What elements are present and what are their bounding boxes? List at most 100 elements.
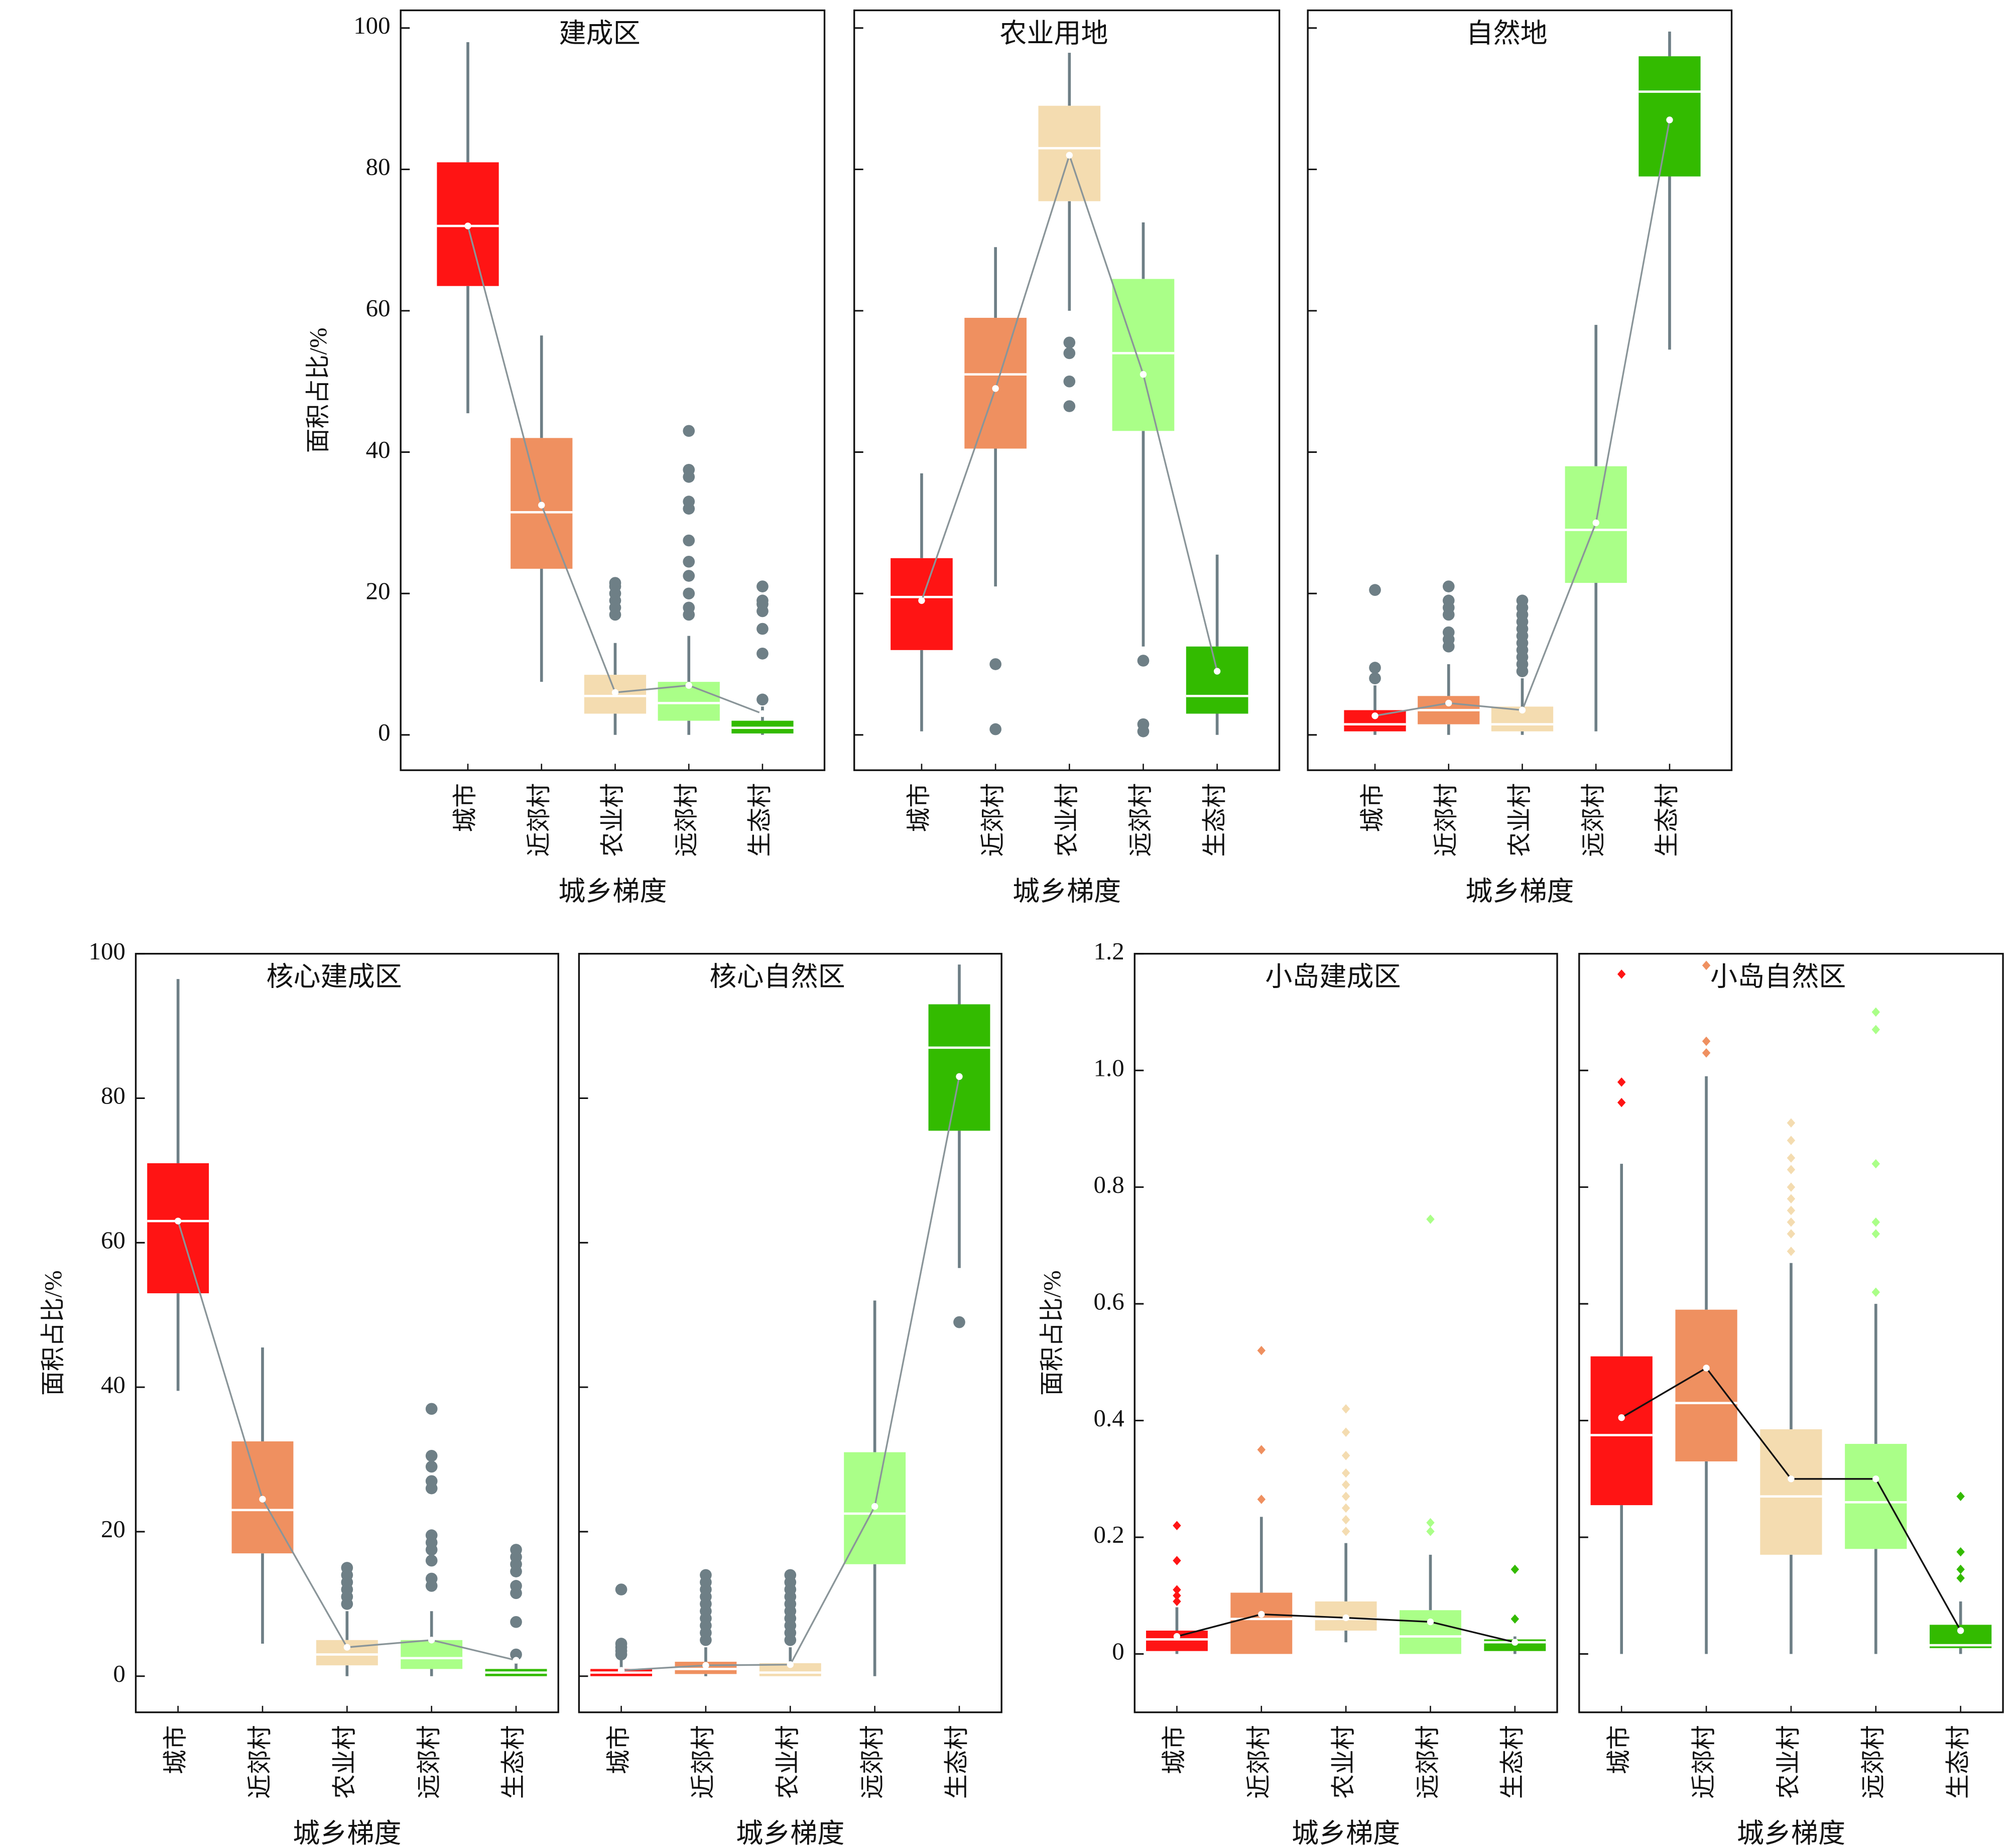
x-tick-label: 远郊村 — [858, 1725, 886, 1799]
panel-title: 小岛自然区 — [1710, 962, 1846, 992]
outlier — [425, 1460, 438, 1473]
outlier — [683, 534, 695, 547]
mean-point — [1445, 699, 1452, 707]
panel-title: 建成区 — [559, 18, 641, 48]
mean-point — [428, 1637, 435, 1644]
box — [1400, 1610, 1461, 1654]
mean-point — [759, 710, 766, 717]
axes-frame — [578, 953, 1002, 1713]
outlier — [1787, 1247, 1796, 1256]
outlier — [615, 1638, 627, 1650]
outlier — [1341, 1468, 1350, 1478]
x-tick-label: 近郊村 — [1432, 783, 1460, 857]
y-tick-label: 0.6 — [1094, 1287, 1124, 1315]
outlier — [683, 601, 695, 614]
mean-point — [871, 1503, 878, 1510]
mean-point — [1788, 1475, 1795, 1483]
outlier — [1787, 1205, 1796, 1215]
y-tick-label: 20 — [366, 577, 391, 604]
mean-point — [1511, 1639, 1519, 1646]
outlier — [1341, 1503, 1350, 1513]
outlier — [683, 425, 695, 437]
x-tick-label: 远郊村 — [1127, 783, 1155, 857]
mean-point — [1427, 1618, 1434, 1626]
x-tick-label: 近郊村 — [979, 783, 1006, 857]
x-tick-label: 远郊村 — [1579, 783, 1607, 857]
panel-title: 小岛建成区 — [1265, 962, 1401, 992]
panel-title: 核心自然区 — [709, 962, 845, 992]
outlier — [1369, 662, 1381, 674]
panel-title: 核心建成区 — [266, 962, 402, 992]
box — [1845, 1444, 1907, 1549]
outlier — [683, 570, 695, 582]
x-tick-label: 近郊村 — [1245, 1725, 1273, 1799]
outlier — [1510, 1564, 1520, 1574]
outlier — [1702, 960, 1711, 970]
x-axis-label: 城乡梯度 — [558, 877, 667, 907]
y-tick-label: 0.8 — [1094, 1171, 1124, 1198]
outlier — [683, 463, 695, 476]
panel: 0 20 40 60 80 100 面积占比/% 城市 近郊村 农业村 远郊村 生态村 核心建成区城乡梯… — [39, 937, 559, 1848]
outlier — [1341, 1515, 1350, 1525]
mean-point — [1872, 1475, 1879, 1483]
x-tick-label: 城市 — [605, 1725, 633, 1774]
outlier — [425, 1529, 438, 1541]
axes-frame — [1133, 953, 1558, 1713]
outlier — [1063, 375, 1076, 388]
y-tick-label: 0 — [378, 718, 390, 746]
outlier — [757, 580, 769, 592]
outlier — [1787, 1229, 1796, 1239]
y-tick-label: 60 — [101, 1226, 125, 1254]
x-tick-label: 近郊村 — [1690, 1725, 1717, 1799]
outlier — [510, 1580, 522, 1592]
outlier — [425, 1475, 438, 1488]
x-tick-label: 近郊村 — [246, 1725, 274, 1799]
x-tick-label: 城市 — [1605, 1725, 1632, 1774]
mean-point — [1519, 706, 1526, 714]
box — [316, 1640, 378, 1666]
outlier — [757, 693, 769, 706]
x-tick-label: 农业村 — [599, 783, 626, 857]
outlier — [1341, 1527, 1350, 1536]
outlier — [1787, 1182, 1796, 1192]
mean-point — [685, 682, 692, 689]
outlier — [1617, 1077, 1626, 1087]
outlier — [1341, 1480, 1350, 1490]
mean-point — [1703, 1365, 1710, 1372]
mean-point — [1066, 152, 1073, 159]
axes-frame — [400, 9, 826, 771]
x-tick-label: 生态村 — [1944, 1725, 1972, 1799]
outlier — [757, 648, 769, 660]
outlier — [1871, 1159, 1880, 1169]
x-axis-label: 城乡梯度 — [1292, 1818, 1400, 1848]
outlier — [757, 594, 769, 607]
mean-point — [513, 1657, 520, 1664]
y-axis-label: 面积占比/% — [304, 327, 332, 453]
x-tick-label: 生态村 — [1653, 783, 1681, 857]
mean-point — [1173, 1633, 1181, 1640]
outlier — [341, 1562, 353, 1574]
mean-point — [1592, 519, 1599, 527]
outlier — [1871, 1007, 1880, 1017]
x-tick-label: 农业村 — [331, 1725, 358, 1799]
x-tick-label: 生态村 — [943, 1725, 970, 1799]
mean-point — [1618, 1414, 1625, 1421]
y-tick-label: 0.2 — [1094, 1521, 1124, 1548]
box — [1590, 1356, 1653, 1506]
mean-point — [1342, 1614, 1349, 1622]
outlier — [425, 1450, 438, 1462]
outlier — [1787, 1153, 1796, 1163]
x-tick-label: 生态村 — [746, 783, 774, 857]
box — [928, 1004, 990, 1131]
outlier — [1617, 969, 1626, 979]
x-axis-label: 城乡梯度 — [1465, 877, 1574, 907]
outlier — [1956, 1547, 1965, 1557]
box — [964, 318, 1027, 449]
outlier — [989, 658, 1001, 670]
outlier — [1956, 1573, 1965, 1583]
outlier — [1369, 584, 1381, 596]
outlier — [683, 555, 695, 568]
x-tick-label: 远郊村 — [672, 783, 700, 857]
mean-point — [787, 1661, 794, 1668]
